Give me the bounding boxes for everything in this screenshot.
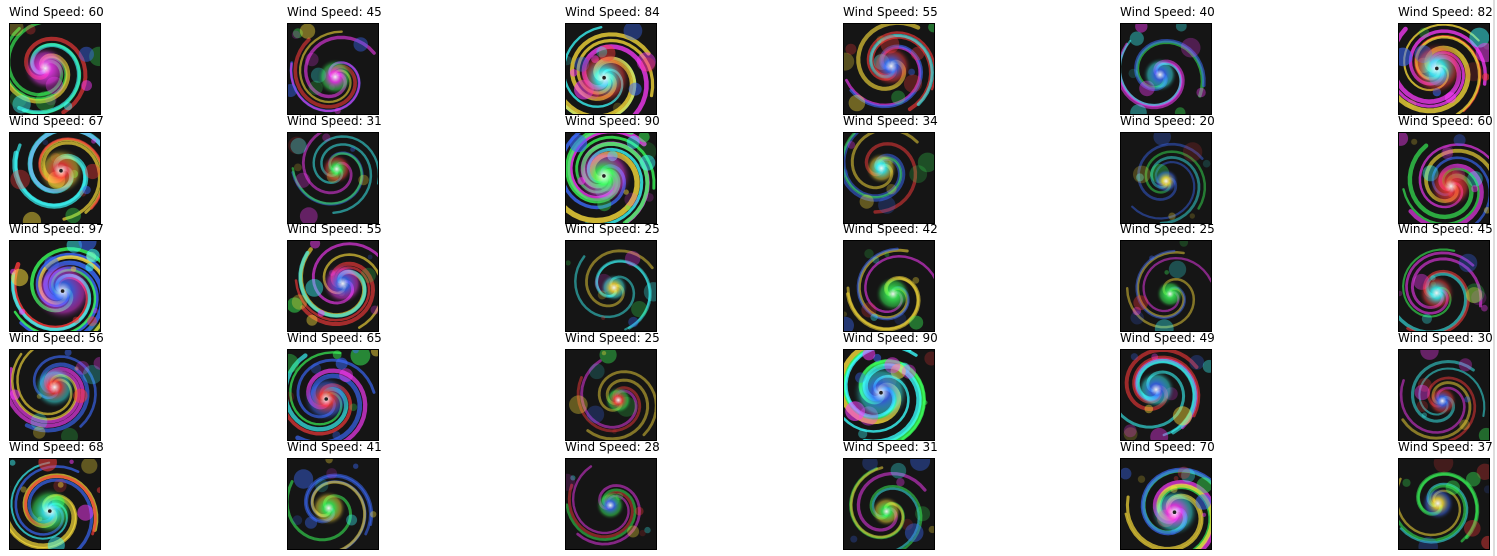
storm-satellite-image [1398, 23, 1490, 115]
storm-satellite-image [9, 23, 101, 115]
wind-speed-label: Wind Speed: 42 [843, 222, 938, 236]
storm-image-cell: Wind Speed: 31 [843, 440, 943, 550]
storm-satellite-image [565, 349, 657, 441]
wind-speed-label: Wind Speed: 20 [1120, 114, 1215, 128]
wind-speed-label: Wind Speed: 65 [287, 331, 382, 345]
storm-satellite-image [1120, 349, 1212, 441]
wind-speed-label: Wind Speed: 60 [1398, 114, 1493, 128]
storm-satellite-image [1120, 458, 1212, 550]
wind-speed-label: Wind Speed: 55 [843, 5, 938, 19]
storm-image-cell: Wind Speed: 55 [843, 5, 943, 115]
wind-speed-label: Wind Speed: 31 [843, 440, 938, 454]
wind-speed-label: Wind Speed: 84 [565, 5, 660, 19]
storm-satellite-image [565, 240, 657, 332]
storm-image-cell: Wind Speed: 49 [1120, 331, 1220, 441]
storm-satellite-image [1120, 23, 1212, 115]
storm-image-cell: Wind Speed: 40 [1120, 5, 1220, 115]
scroll-edge [1493, 0, 1495, 556]
storm-image-cell: Wind Speed: 25 [565, 331, 665, 441]
wind-speed-label: Wind Speed: 82 [1398, 5, 1493, 19]
storm-satellite-image [1398, 240, 1490, 332]
storm-satellite-image [9, 349, 101, 441]
storm-satellite-image [843, 458, 935, 550]
storm-image-cell: Wind Speed: 31 [287, 114, 387, 224]
storm-satellite-image [9, 240, 101, 332]
wind-speed-label: Wind Speed: 41 [287, 440, 382, 454]
wind-speed-label: Wind Speed: 25 [1120, 222, 1215, 236]
wind-speed-label: Wind Speed: 45 [1398, 222, 1493, 236]
wind-speed-label: Wind Speed: 30 [1398, 331, 1493, 345]
wind-speed-label: Wind Speed: 68 [9, 440, 104, 454]
storm-satellite-image [1398, 349, 1490, 441]
storm-image-cell: Wind Speed: 84 [565, 5, 665, 115]
storm-satellite-image [565, 23, 657, 115]
storm-image-cell: Wind Speed: 97 [9, 222, 109, 332]
storm-satellite-image [843, 240, 935, 332]
storm-satellite-image [287, 458, 379, 550]
wind-speed-label: Wind Speed: 60 [9, 5, 104, 19]
storm-satellite-image [287, 349, 379, 441]
storm-satellite-image [287, 240, 379, 332]
storm-image-cell: Wind Speed: 60 [1398, 114, 1497, 224]
storm-image-cell: Wind Speed: 25 [565, 222, 665, 332]
storm-satellite-image [843, 132, 935, 224]
storm-image-cell: Wind Speed: 42 [843, 222, 943, 332]
storm-image-cell: Wind Speed: 34 [843, 114, 943, 224]
storm-image-cell: Wind Speed: 20 [1120, 114, 1220, 224]
wind-speed-label: Wind Speed: 90 [565, 114, 660, 128]
wind-speed-label: Wind Speed: 28 [565, 440, 660, 454]
storm-image-cell: Wind Speed: 65 [287, 331, 387, 441]
wind-speed-label: Wind Speed: 56 [9, 331, 104, 345]
wind-speed-label: Wind Speed: 40 [1120, 5, 1215, 19]
wind-speed-label: Wind Speed: 31 [287, 114, 382, 128]
storm-image-cell: Wind Speed: 41 [287, 440, 387, 550]
storm-image-cell: Wind Speed: 55 [287, 222, 387, 332]
storm-image-cell: Wind Speed: 25 [1120, 222, 1220, 332]
wind-speed-label: Wind Speed: 37 [1398, 440, 1493, 454]
storm-satellite-image [1398, 132, 1490, 224]
wind-speed-label: Wind Speed: 45 [287, 5, 382, 19]
wind-speed-label: Wind Speed: 90 [843, 331, 938, 345]
storm-satellite-image [843, 349, 935, 441]
storm-image-cell: Wind Speed: 45 [1398, 222, 1497, 332]
storm-image-cell: Wind Speed: 60 [9, 5, 109, 115]
storm-image-cell: Wind Speed: 37 [1398, 440, 1497, 550]
wind-speed-label: Wind Speed: 67 [9, 114, 104, 128]
storm-satellite-image [9, 458, 101, 550]
storm-image-cell: Wind Speed: 90 [565, 114, 665, 224]
storm-satellite-image [9, 132, 101, 224]
storm-satellite-image [565, 132, 657, 224]
storm-satellite-image [565, 458, 657, 550]
storm-satellite-image [287, 132, 379, 224]
storm-image-cell: Wind Speed: 67 [9, 114, 109, 224]
storm-image-cell: Wind Speed: 28 [565, 440, 665, 550]
storm-image-cell: Wind Speed: 70 [1120, 440, 1220, 550]
wind-speed-label: Wind Speed: 25 [565, 222, 660, 236]
storm-image-cell: Wind Speed: 68 [9, 440, 109, 550]
wind-speed-label: Wind Speed: 25 [565, 331, 660, 345]
storm-image-cell: Wind Speed: 30 [1398, 331, 1497, 441]
storm-satellite-image [843, 23, 935, 115]
storm-satellite-image [1398, 458, 1490, 550]
storm-satellite-image [287, 23, 379, 115]
wind-speed-label: Wind Speed: 97 [9, 222, 104, 236]
wind-speed-label: Wind Speed: 49 [1120, 331, 1215, 345]
storm-image-cell: Wind Speed: 82 [1398, 5, 1497, 115]
storm-image-cell: Wind Speed: 45 [287, 5, 387, 115]
wind-speed-label: Wind Speed: 34 [843, 114, 938, 128]
wind-speed-label: Wind Speed: 70 [1120, 440, 1215, 454]
storm-image-cell: Wind Speed: 90 [843, 331, 943, 441]
storm-satellite-image [1120, 240, 1212, 332]
wind-speed-label: Wind Speed: 55 [287, 222, 382, 236]
storm-satellite-image [1120, 132, 1212, 224]
storm-image-cell: Wind Speed: 56 [9, 331, 109, 441]
